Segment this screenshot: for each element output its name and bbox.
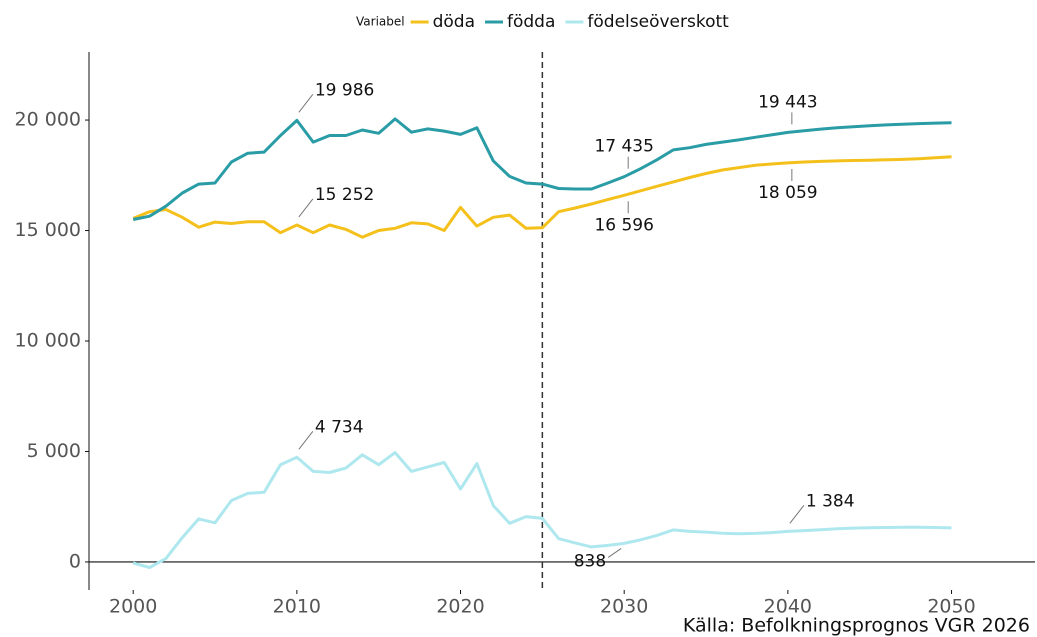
legend-label: födda (507, 12, 555, 32)
series-line (132, 451, 952, 569)
legend-label: födelseöverskott (587, 12, 729, 32)
annotation: 18 059 (758, 183, 817, 203)
annotation-leader (789, 505, 805, 524)
annotation: 17 435 (594, 137, 653, 157)
y-tick-label: 0 (69, 550, 81, 572)
annotation: 15 252 (315, 185, 374, 205)
x-tick-label: 2050 (927, 596, 975, 618)
x-tick-label: 2020 (436, 596, 484, 618)
y-tick-label: 10 000 (15, 329, 81, 351)
annotation-leader (607, 548, 622, 558)
annotation: 4 734 (315, 417, 364, 437)
source: Källa: Befolkningsprognos VGR 2026 (683, 615, 1030, 637)
x-tick-label: 2000 (109, 596, 157, 618)
y-tick-label: 15 000 (15, 219, 81, 241)
annotation-leader (298, 198, 314, 218)
annotation-leader (298, 431, 314, 450)
y-tick-label: 20 000 (15, 109, 81, 131)
annotation: 838 (574, 551, 606, 571)
series-line (132, 155, 952, 239)
x-tick-label: 2030 (600, 596, 648, 618)
y-tick-label: 5 000 (27, 440, 81, 462)
annotation: 19 443 (758, 92, 817, 112)
x-tick-label: 2010 (273, 596, 321, 618)
series-line (132, 117, 952, 221)
annotation: 1 384 (806, 491, 855, 511)
legend-title: Variabel (356, 15, 405, 29)
annotation: 16 596 (594, 215, 653, 235)
annotation: 19 986 (315, 80, 374, 100)
annotation-leader (298, 94, 314, 113)
legend-label: döda (433, 12, 475, 32)
x-tick-label: 2040 (764, 596, 812, 618)
